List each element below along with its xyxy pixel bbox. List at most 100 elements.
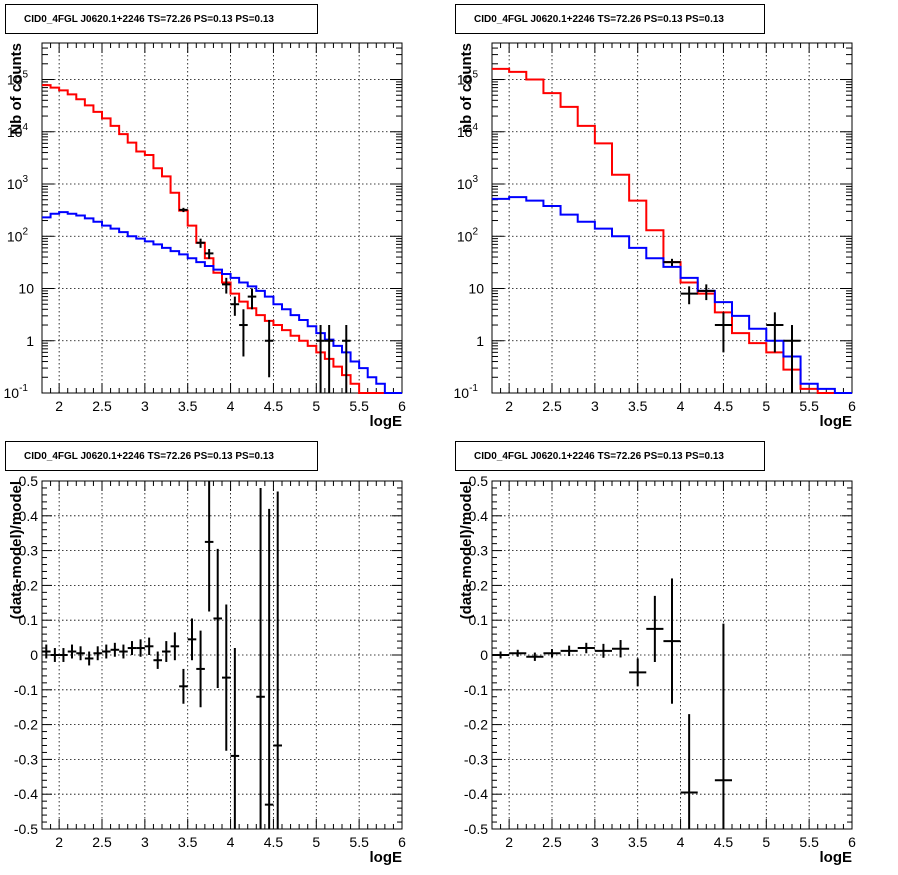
y-tick-label: -0.2	[14, 717, 38, 733]
y-tick-label: 10	[18, 281, 34, 297]
data-point	[577, 642, 595, 654]
y-tick-label: -0.1	[464, 682, 488, 698]
y-tick-label: 104	[457, 122, 479, 140]
y-axis-ticks	[492, 480, 852, 830]
x-axis-ticks	[41, 481, 403, 829]
x-tick-label: 3.5	[178, 398, 198, 414]
data-point	[119, 644, 128, 659]
grid-lines	[42, 481, 402, 829]
y-axis-ticks	[492, 42, 852, 394]
x-tick-label: 4	[677, 398, 685, 414]
data-point	[273, 491, 282, 829]
y-tick-label: 102	[7, 226, 29, 244]
x-tick-label: 2	[55, 834, 63, 850]
data-point	[204, 249, 214, 259]
chart-panel-4: 2 2.5 3 3.5 4 4.5 5 5.5 6 -0.5 -0.4 -0.3 -0.2 -0.1 0 0.…	[458, 473, 856, 866]
x-tick-label: 2.5	[542, 834, 562, 850]
y-tick-label: 1	[26, 333, 34, 349]
y-tick-label: 102	[457, 226, 479, 244]
data-point	[594, 643, 612, 658]
x-tick-label: 4	[677, 834, 685, 850]
y-tick-label: 103	[7, 174, 29, 192]
data-point	[230, 296, 240, 316]
x-tick-label: 4.5	[264, 398, 284, 414]
y-tick-label: 0.1	[19, 612, 39, 628]
chart-title-top-left: CID0_4FGL J0620.1+2246 TS=72.26 PS=0.13 …	[5, 4, 318, 34]
y-tick-label: 105	[7, 70, 29, 88]
data-point	[663, 258, 681, 266]
x-tick-label: 4	[227, 398, 235, 414]
x-axis-label: logE	[820, 413, 853, 430]
data-point	[256, 487, 265, 829]
y-tick-label: -0.3	[14, 751, 38, 767]
data-point	[50, 648, 60, 662]
y-tick-label: 0.3	[19, 543, 39, 559]
x-tick-label: 3	[591, 834, 599, 850]
y-tick-label: 0.4	[469, 508, 489, 524]
chart-panel-3: 2 2.5 3 3.5 4 4.5 5 5.5 6 -0.5 -0.4 -0.3 -0.2 -0.1 0 0.…	[8, 473, 406, 866]
data-point	[509, 649, 527, 657]
data-point	[84, 651, 94, 666]
x-tick-label: 6	[848, 834, 856, 850]
x-tick-label: 5.5	[799, 398, 819, 414]
y-tick-label: 0	[30, 647, 38, 663]
y-tick-label: 0.1	[469, 612, 489, 628]
x-tick-label: 5.5	[799, 834, 819, 850]
data-point	[697, 284, 715, 301]
y-tick-label: 0.5	[469, 473, 489, 489]
x-tick-label: 2.5	[92, 398, 112, 414]
data-point	[179, 207, 188, 213]
data-point	[179, 668, 188, 704]
y-tick-label: 10	[468, 281, 484, 297]
histogram-series-1	[42, 84, 402, 394]
x-tick-label: 2	[505, 834, 513, 850]
y-axis-label: nb of counts	[458, 43, 475, 133]
y-tick-label: 105	[457, 70, 479, 88]
data-point	[239, 309, 248, 357]
chart-panel-2: 2 2.5 3 3.5 4 4.5 5 5.5 6 10-1 1 10 102 103 104 105 logE…	[454, 42, 856, 430]
data-point	[196, 238, 205, 248]
data-point	[162, 641, 171, 662]
data-point	[136, 639, 145, 657]
x-tick-label: 3.5	[178, 834, 198, 850]
y-tick-label: 0.5	[19, 473, 39, 489]
data-point	[316, 325, 325, 393]
data-point	[783, 325, 801, 393]
x-tick-label: 2.5	[92, 834, 112, 850]
y-tick-label: 0	[480, 647, 488, 663]
data-point	[324, 325, 334, 393]
x-tick-label: 5	[762, 398, 770, 414]
x-axis-label: logE	[820, 849, 853, 866]
chart-title-bottom-left: CID0_4FGL J0620.1+2246 TS=72.26 PS=0.13 …	[5, 441, 318, 471]
x-tick-label: 5	[762, 834, 770, 850]
data-point	[222, 277, 231, 294]
data-point	[543, 649, 561, 658]
data-point	[144, 637, 154, 655]
y-tick-label: 0.2	[19, 577, 39, 593]
data-point	[714, 623, 732, 829]
histogram-series-2	[492, 196, 852, 394]
data-point	[560, 645, 578, 657]
x-tick-label: 5	[312, 834, 320, 850]
y-tick-label: 0.3	[469, 543, 489, 559]
data-point	[680, 286, 698, 305]
x-tick-label: 3	[591, 398, 599, 414]
x-tick-label: 2.5	[542, 398, 562, 414]
data-point	[230, 648, 240, 829]
chart-panel-1: 2 2.5 3 3.5 4 4.5 5 5.5 6 10-1 1 10 102 103 104 105 logE…	[4, 42, 406, 430]
y-tick-label: -0.1	[14, 682, 38, 698]
x-tick-label: 3.5	[628, 398, 648, 414]
data-point	[204, 481, 214, 612]
x-axis-ticks	[491, 43, 853, 393]
y-tick-label: 1	[476, 333, 484, 349]
y-axis-label: (data-model)/model	[458, 481, 475, 619]
data-point	[153, 651, 162, 669]
x-tick-label: 4.5	[264, 834, 284, 850]
x-tick-label: 6	[398, 398, 406, 414]
data-point	[612, 640, 630, 658]
data-point	[766, 312, 784, 353]
data-point	[646, 595, 664, 662]
data-point	[714, 312, 732, 353]
x-tick-label: 2	[505, 398, 513, 414]
data-point	[67, 644, 77, 659]
